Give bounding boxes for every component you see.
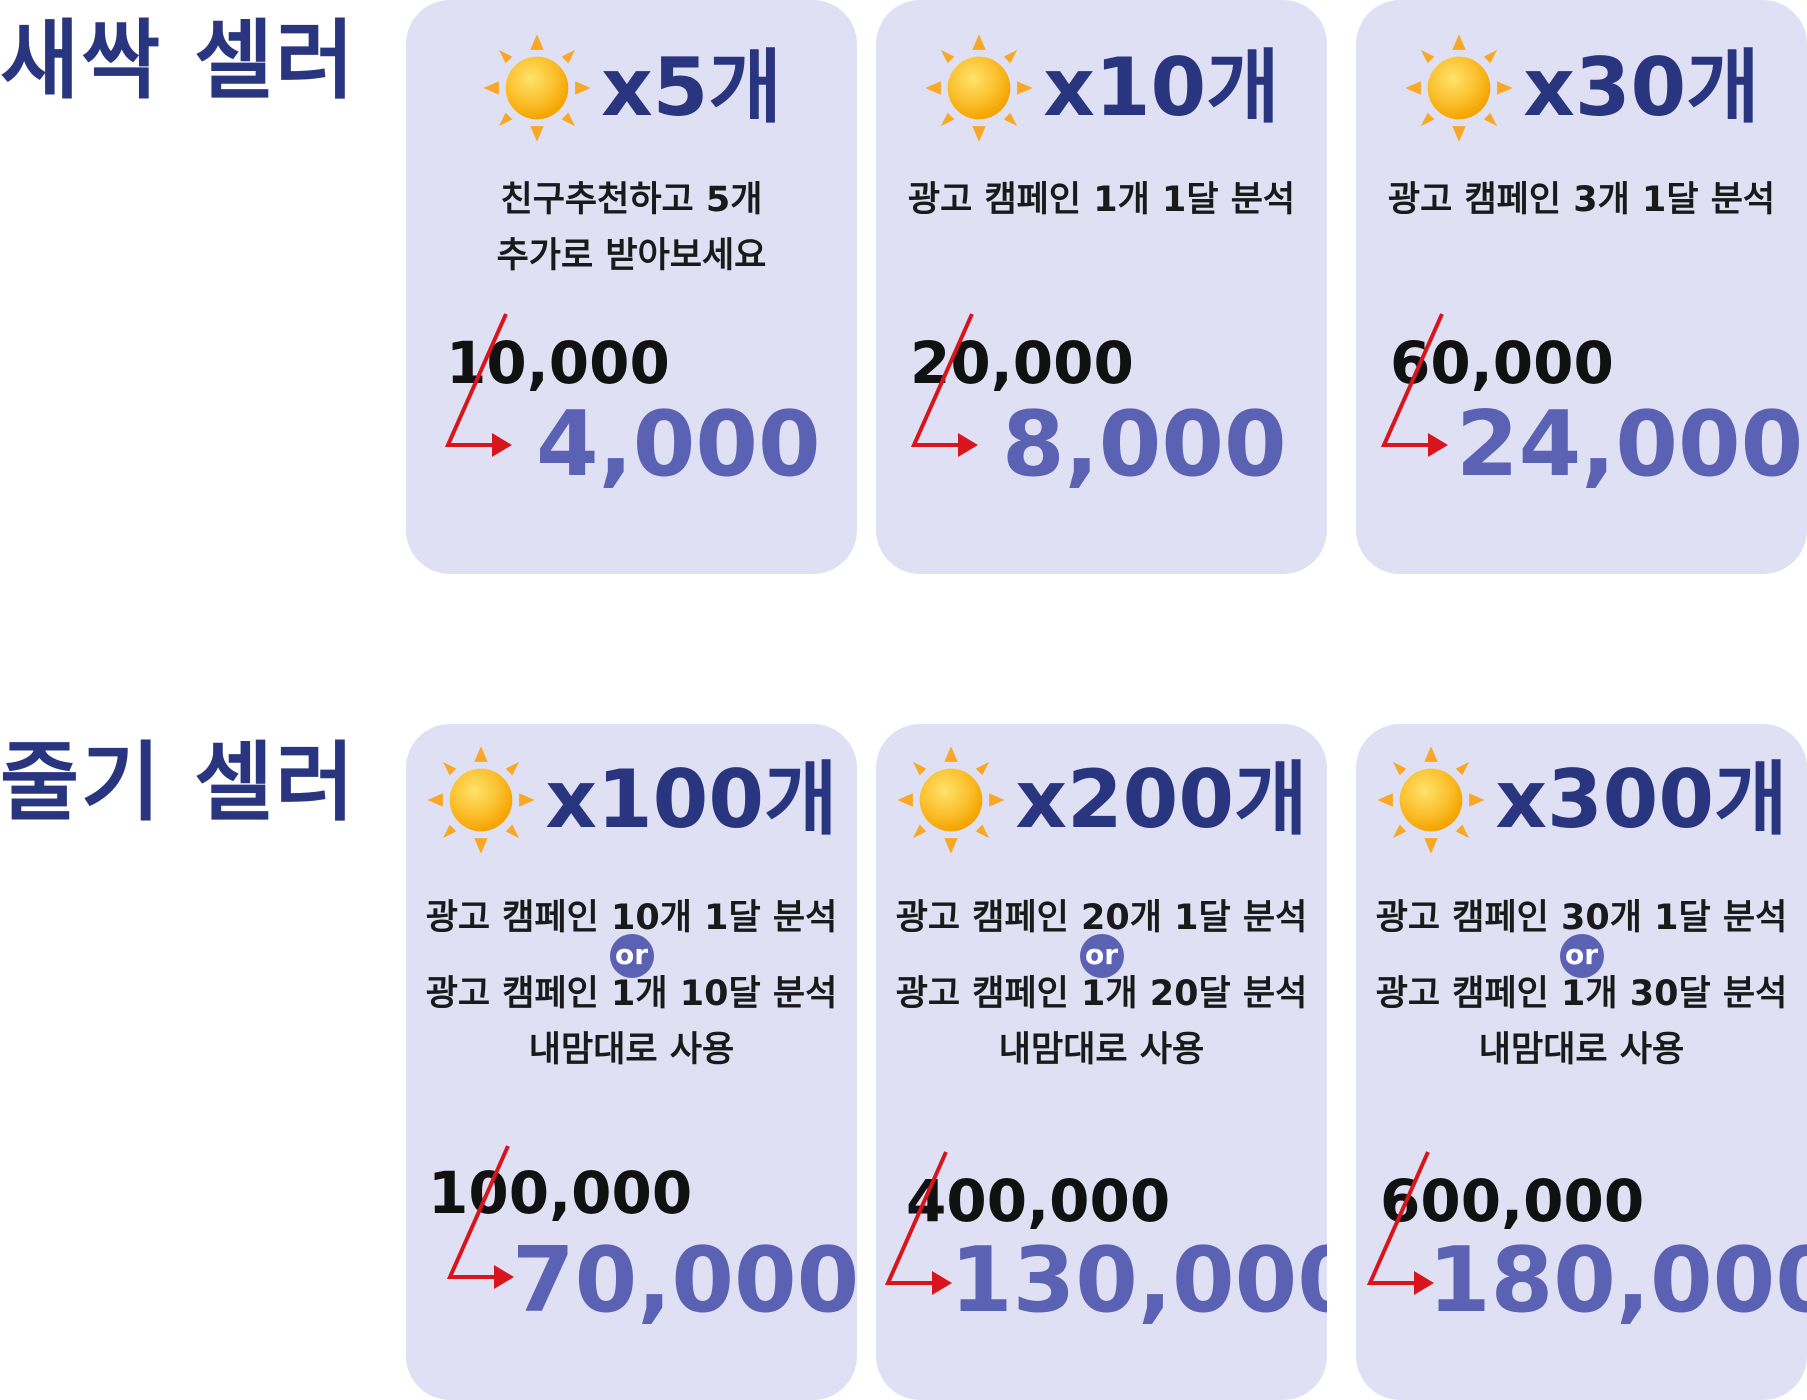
description-line: 내맘대로 사용: [1478, 1030, 1685, 1070]
discount-price: 130,000: [950, 1228, 1327, 1333]
discount-price: 180,000: [1428, 1228, 1807, 1333]
description-line: 친구추천하고 5개: [500, 180, 763, 220]
description-line: 광고 캠페인 3개 1달 분석: [1387, 180, 1776, 220]
tier-title-stem: 줄기 셀러: [0, 733, 357, 833]
plan-description: 광고 캠페인 30개 1달 분석 or 광고 캠페인 1개 30달 분석 내맘대…: [1356, 890, 1807, 1078]
description-line: 광고 캠페인 1개 30달 분석: [1375, 974, 1788, 1014]
plan-quantity: x5개: [601, 41, 782, 134]
discount-price: 8,000: [1002, 392, 1287, 497]
plan-card-header: x300개: [1356, 744, 1807, 856]
plan-quantity: x30개: [1523, 41, 1760, 134]
discount-arrow-icon: [444, 313, 512, 457]
description-line: 광고 캠페인 1개 10달 분석: [425, 974, 838, 1014]
original-price: 400,000: [906, 1167, 1171, 1235]
description-line: 내맘대로 사용: [528, 1030, 735, 1070]
or-badge: or: [609, 934, 654, 978]
plan-description: 광고 캠페인 20개 1달 분석 or 광고 캠페인 1개 20달 분석 내맘대…: [876, 890, 1327, 1078]
or-badge: or: [1559, 934, 1604, 978]
description-line: 광고 캠페인 20개 1달 분석: [895, 898, 1308, 938]
description-line: 내맘대로 사용: [998, 1030, 1205, 1070]
sun-icon: [483, 34, 591, 142]
sun-icon: [427, 746, 536, 854]
plan-card-header: x200개: [876, 744, 1327, 856]
plan-quantity: x10개: [1043, 41, 1280, 134]
sun-icon: [1405, 34, 1513, 142]
or-badge: or: [1079, 934, 1124, 978]
sun-icon: [1377, 746, 1486, 854]
original-price: 600,000: [1380, 1167, 1645, 1235]
plan-card-header: x30개: [1356, 32, 1807, 144]
plan-card-100[interactable]: x100개 광고 캠페인 10개 1달 분석 or 광고 캠페인 1개 10달 …: [406, 724, 857, 1400]
discount-arrow-icon: [910, 313, 978, 457]
sun-icon: [897, 746, 1006, 854]
plan-quantity: x100개: [545, 753, 838, 846]
discount-arrow-icon: [884, 1151, 952, 1295]
discount-arrow-icon: [446, 1145, 514, 1289]
discount-price: 70,000: [512, 1228, 857, 1333]
plan-card-5[interactable]: x5개 친구추천하고 5개 추가로 받아보세요 10,000 4,000: [406, 0, 857, 574]
discount-arrow-icon: [1380, 313, 1448, 457]
plan-card-10[interactable]: x10개 광고 캠페인 1개 1달 분석 20,000 8,000: [876, 0, 1327, 574]
plan-quantity: x200개: [1015, 753, 1308, 846]
plan-description: 광고 캠페인 10개 1달 분석 or 광고 캠페인 1개 10달 분석 내맘대…: [406, 890, 857, 1078]
sun-icon: [925, 34, 1033, 142]
plan-description: 광고 캠페인 3개 1달 분석: [1356, 172, 1807, 228]
plan-card-200[interactable]: x200개 광고 캠페인 20개 1달 분석 or 광고 캠페인 1개 20달 …: [876, 724, 1327, 1400]
plan-card-header: x5개: [406, 32, 857, 144]
tier-title-sprout: 새싹 셀러: [0, 11, 357, 111]
description-line: 추가로 받아보세요: [496, 236, 767, 276]
discount-arrow-icon: [1366, 1151, 1434, 1295]
plan-card-300[interactable]: x300개 광고 캠페인 30개 1달 분석 or 광고 캠페인 1개 30달 …: [1356, 724, 1807, 1400]
plan-quantity: x300개: [1495, 753, 1788, 846]
plan-description: 친구추천하고 5개 추가로 받아보세요: [406, 172, 857, 284]
original-price: 100,000: [428, 1159, 693, 1227]
discount-price: 4,000: [536, 392, 821, 497]
plan-card-header: x100개: [406, 744, 857, 856]
description-line: 광고 캠페인 1개 1달 분석: [907, 180, 1296, 220]
plan-card-30[interactable]: x30개 광고 캠페인 3개 1달 분석 60,000 24,000: [1356, 0, 1807, 574]
description-line: 광고 캠페인 30개 1달 분석: [1375, 898, 1788, 938]
plan-description: 광고 캠페인 1개 1달 분석: [876, 172, 1327, 228]
discount-price: 24,000: [1456, 392, 1804, 497]
plan-card-header: x10개: [876, 32, 1327, 144]
description-line: 광고 캠페인 1개 20달 분석: [895, 974, 1308, 1014]
description-line: 광고 캠페인 10개 1달 분석: [425, 898, 838, 938]
original-price: 20,000: [910, 329, 1134, 397]
